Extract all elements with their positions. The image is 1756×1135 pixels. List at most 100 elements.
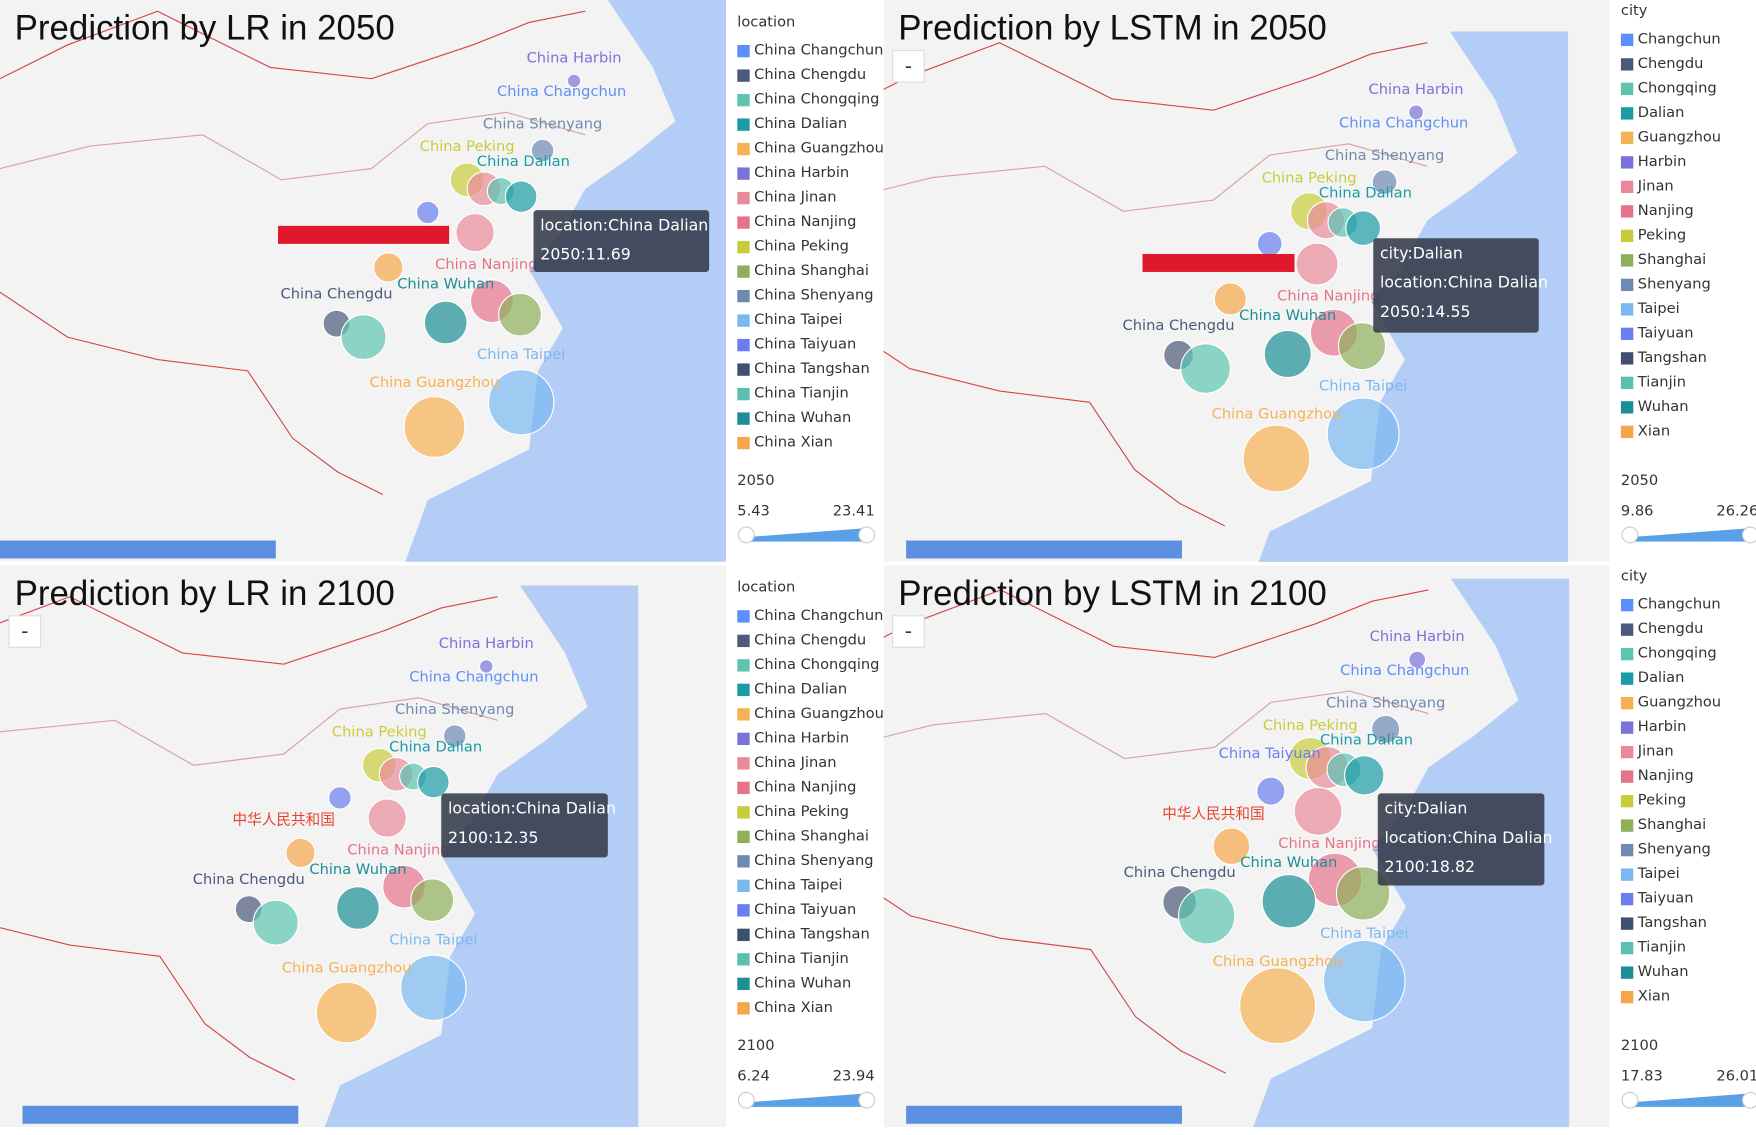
legend-item[interactable]: China Guangzhou <box>754 705 884 722</box>
legend-swatch[interactable] <box>737 732 750 746</box>
legend-swatch[interactable] <box>1620 376 1634 390</box>
legend-item[interactable]: China Chongqing <box>754 656 879 673</box>
legend-swatch[interactable] <box>737 904 750 917</box>
legend-item[interactable]: China Harbin <box>754 729 849 746</box>
legend-item[interactable]: Peking <box>1638 792 1686 809</box>
legend-swatch[interactable] <box>737 265 750 278</box>
legend-item[interactable]: Taiyuan <box>1637 890 1694 907</box>
legend-swatch[interactable] <box>1620 721 1634 734</box>
legend-item[interactable]: China Shanghai <box>754 262 869 279</box>
legend-swatch[interactable] <box>1620 892 1634 906</box>
legend-item[interactable]: China Taipei <box>754 311 842 328</box>
zoom-button[interactable] <box>892 50 925 83</box>
legend-item[interactable]: China Tianjin <box>754 385 849 402</box>
range-handle[interactable] <box>1621 526 1639 544</box>
legend-item[interactable]: Dalian <box>1638 669 1685 686</box>
legend-item[interactable]: Tangshan <box>1637 914 1707 931</box>
legend-swatch[interactable] <box>1620 229 1634 243</box>
legend-item[interactable]: Chongqing <box>1638 645 1717 662</box>
legend-item[interactable]: China Shenyang <box>754 852 873 869</box>
legend-item[interactable]: Taipei <box>1637 865 1680 882</box>
legend-item[interactable]: China Shenyang <box>754 287 873 304</box>
legend-swatch[interactable] <box>737 191 750 205</box>
legend-item[interactable]: Xian <box>1638 988 1670 1005</box>
legend-item[interactable]: China Peking <box>754 803 849 820</box>
legend-item[interactable]: Guangzhou <box>1638 128 1721 145</box>
legend-item[interactable]: Nanjing <box>1638 767 1694 784</box>
legend-swatch[interactable] <box>1620 58 1634 71</box>
legend-swatch[interactable] <box>737 953 750 966</box>
legend-swatch[interactable] <box>737 142 750 156</box>
range-handle[interactable] <box>737 1091 755 1109</box>
legend-item[interactable]: China Jinan <box>754 189 836 206</box>
legend-item[interactable]: Jinan <box>1637 177 1674 194</box>
legend-swatch[interactable] <box>1620 696 1634 710</box>
legend-swatch[interactable] <box>1620 278 1634 292</box>
legend-swatch[interactable] <box>737 44 750 58</box>
legend-swatch[interactable] <box>737 928 750 942</box>
legend-swatch[interactable] <box>737 659 750 672</box>
legend-item[interactable]: Guangzhou <box>1638 694 1721 711</box>
range-handle[interactable] <box>737 526 755 544</box>
legend-item[interactable]: Shanghai <box>1638 816 1706 833</box>
legend-swatch[interactable] <box>737 118 750 131</box>
legend-swatch[interactable] <box>737 781 750 795</box>
legend-item[interactable]: Changchun <box>1638 30 1721 47</box>
range-slider[interactable] <box>746 1093 867 1107</box>
legend-item[interactable]: Taiyuan <box>1637 324 1694 341</box>
legend-swatch[interactable] <box>1620 843 1634 857</box>
legend-swatch[interactable] <box>737 387 750 401</box>
legend-item[interactable]: China Shanghai <box>754 827 869 844</box>
legend-swatch[interactable] <box>1620 966 1634 979</box>
legend-swatch[interactable] <box>737 879 750 893</box>
legend-item[interactable]: China Chengdu <box>754 66 866 83</box>
legend-swatch[interactable] <box>1620 156 1634 169</box>
legend-swatch[interactable] <box>1620 868 1634 881</box>
legend-swatch[interactable] <box>737 708 750 721</box>
legend-item[interactable]: China Wuhan <box>754 974 851 991</box>
legend-swatch[interactable] <box>1620 598 1634 612</box>
legend-item[interactable]: Chongqing <box>1638 79 1717 96</box>
legend-swatch[interactable] <box>1620 819 1634 832</box>
legend-item[interactable]: Peking <box>1638 226 1686 243</box>
legend-swatch[interactable] <box>737 338 750 352</box>
legend-item[interactable]: Harbin <box>1638 718 1687 735</box>
legend-item[interactable]: China Nanjing <box>754 778 856 795</box>
legend-swatch[interactable] <box>737 289 750 303</box>
legend-item[interactable]: Harbin <box>1638 153 1687 170</box>
legend-swatch[interactable] <box>1620 254 1634 267</box>
legend-item[interactable]: China Tangshan <box>754 360 870 377</box>
legend-swatch[interactable] <box>737 314 750 327</box>
legend-item[interactable]: China Dalian <box>754 680 847 697</box>
legend-item[interactable]: China Taiyuan <box>754 901 856 918</box>
legend-item[interactable]: Nanjing <box>1638 202 1694 219</box>
legend-swatch[interactable] <box>1620 401 1634 414</box>
legend-swatch[interactable] <box>737 436 750 450</box>
legend-item[interactable]: Shenyang <box>1638 841 1711 858</box>
legend-swatch[interactable] <box>1620 82 1634 96</box>
legend-swatch[interactable] <box>737 855 750 868</box>
legend-swatch[interactable] <box>1620 327 1634 341</box>
legend-item[interactable]: China Chengdu <box>754 631 866 648</box>
legend-item[interactable]: China Jinan <box>754 754 836 771</box>
legend-swatch[interactable] <box>1620 425 1634 439</box>
legend-swatch[interactable] <box>1620 303 1634 316</box>
legend-item[interactable]: China Nanjing <box>754 213 856 230</box>
legend-swatch[interactable] <box>737 216 750 229</box>
legend-swatch[interactable] <box>1620 180 1634 194</box>
legend-item[interactable]: China Tianjin <box>754 950 849 967</box>
legend-item[interactable]: China Tangshan <box>754 925 870 942</box>
legend-item[interactable]: China Changchun <box>754 42 883 59</box>
legend-swatch[interactable] <box>737 634 750 648</box>
legend-item[interactable]: Shenyang <box>1638 275 1711 292</box>
legend-item[interactable]: China Xian <box>754 434 833 451</box>
legend-item[interactable]: Xian <box>1638 422 1670 439</box>
legend-item[interactable]: Chengdu <box>1638 55 1704 72</box>
range-handle[interactable] <box>1741 526 1756 544</box>
legend-item[interactable]: Taipei <box>1637 300 1680 317</box>
legend-item[interactable]: China Changchun <box>754 607 883 624</box>
legend-item[interactable]: China Peking <box>754 238 849 255</box>
legend-swatch[interactable] <box>1620 990 1634 1004</box>
legend-swatch[interactable] <box>737 240 750 254</box>
legend-swatch[interactable] <box>1620 917 1634 930</box>
